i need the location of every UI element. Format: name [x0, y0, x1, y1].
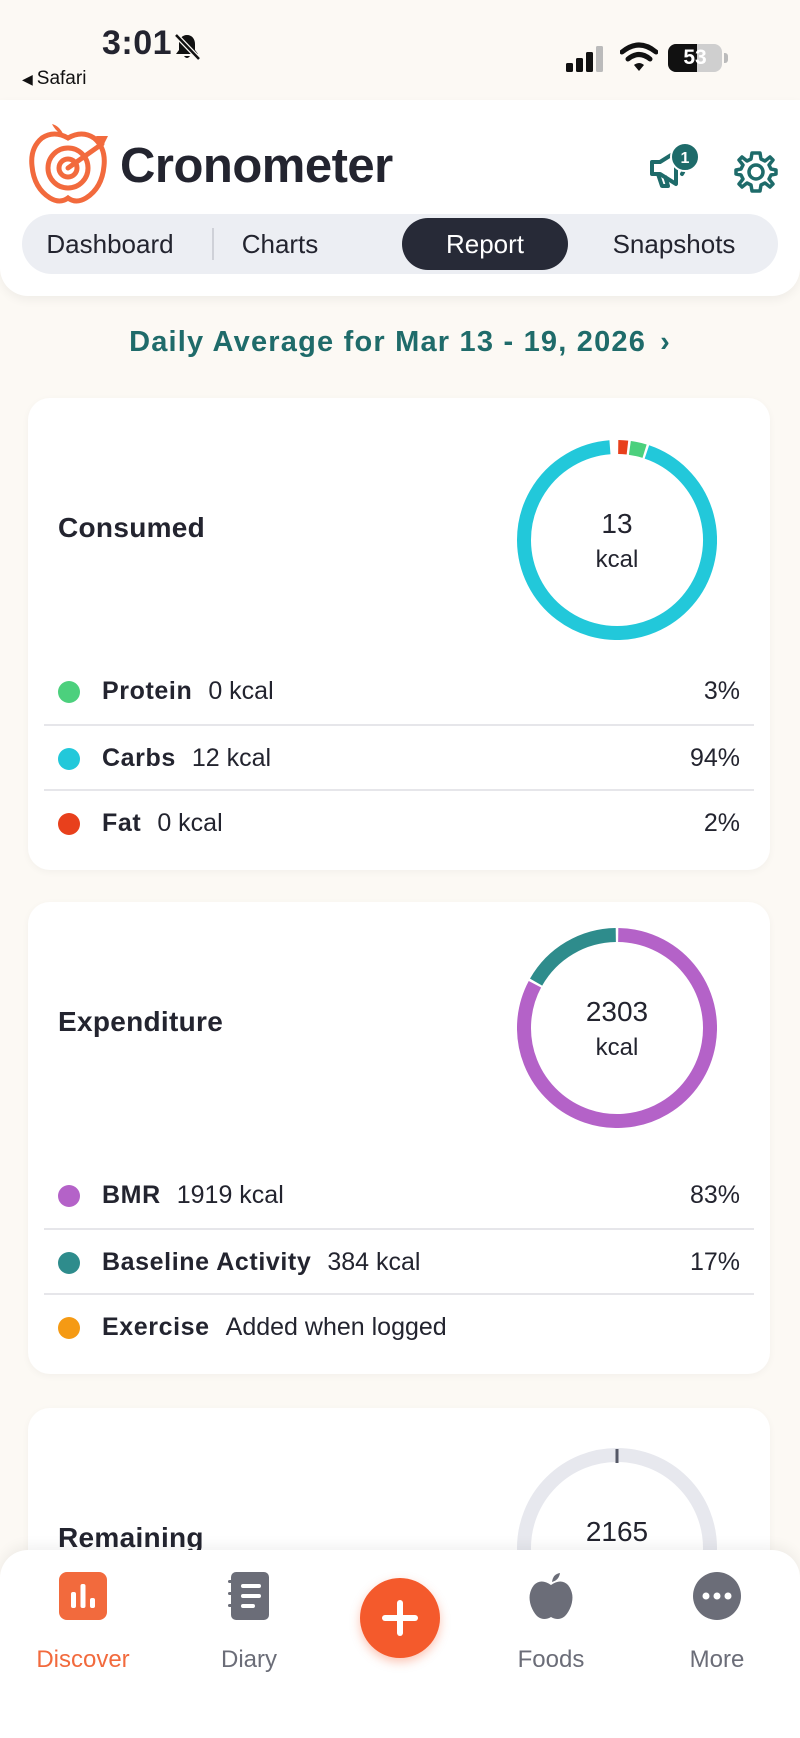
cellular-signal-icon — [566, 46, 603, 72]
expenditure-name: Exercise Added when logged — [102, 1313, 447, 1341]
brand-title: Cronometer — [120, 139, 393, 193]
back-triangle-icon: ◀ — [22, 71, 33, 87]
nav-discover[interactable]: Discover — [18, 1572, 148, 1692]
expenditure-row-baseline-activity: Baseline Activity 384 kcal 17% — [44, 1228, 754, 1294]
apple-icon — [529, 1573, 573, 1619]
consumed-unit: kcal — [595, 546, 639, 573]
battery-level-text: 53 — [683, 46, 707, 69]
donut-segment-protein — [628, 440, 647, 458]
nav-more-label: More — [689, 1646, 745, 1673]
cronometer-logo-icon — [29, 124, 108, 204]
bottom-navigation: Discover Diary Foods More — [0, 1550, 800, 1738]
macro-name: Carbs 12 kcal — [102, 744, 272, 772]
expenditure-amount: Added when logged — [225, 1313, 447, 1341]
expenditure-percent: 17% — [689, 1248, 740, 1276]
expenditure-amount: 384 kcal — [327, 1248, 421, 1276]
back-app-label: Safari — [36, 68, 87, 89]
macro-amount: 0 kcal — [208, 677, 274, 705]
tab-dashboard[interactable]: Dashboard — [46, 229, 174, 259]
consumed-title: Consumed — [58, 512, 206, 543]
expenditure-percent: 83% — [689, 1181, 740, 1209]
consumed-card[interactable]: Consumed 13 kcal Protein 0 kcal 3% Carbs 1… — [28, 398, 770, 870]
report-tabs: Dashboard Charts Report Snapshots — [22, 214, 778, 274]
expenditure-donut-chart — [517, 928, 717, 1128]
status-time: 3:01 — [102, 24, 173, 62]
macro-percent: 94% — [689, 744, 740, 772]
wifi-icon — [620, 42, 658, 71]
expenditure-name: BMR 1919 kcal — [102, 1181, 284, 1209]
macro-percent: 3% — [703, 677, 740, 705]
macro-row-protein: Protein 0 kcal 3% — [44, 659, 754, 725]
macro-name: Protein 0 kcal — [102, 677, 274, 705]
expenditure-title: Expenditure — [58, 1006, 224, 1037]
app-header: Cronometer 1 Dashboard Charts Report Sna… — [0, 100, 800, 296]
battery-body — [668, 44, 722, 72]
battery-indicator: 53 — [668, 44, 728, 72]
tab-divider — [212, 228, 214, 260]
back-to-app-link[interactable]: ◀ Safari — [22, 68, 86, 90]
bell-off-icon — [174, 33, 201, 61]
exercise-color-dot — [58, 1317, 80, 1339]
announcement-count-badge: 1 — [670, 142, 700, 172]
macro-amount: 0 kcal — [157, 809, 223, 837]
donut-segment-carbs — [517, 440, 717, 640]
donut-segment-fat — [618, 440, 629, 455]
bmr-color-dot — [58, 1185, 80, 1207]
notebook-icon — [228, 1572, 269, 1620]
settings-gear-icon[interactable] — [734, 150, 778, 194]
donut-segment-bmr — [517, 928, 717, 1128]
baseline-activity-color-dot — [58, 1252, 80, 1274]
carbs-color-dot — [58, 748, 80, 770]
nav-more[interactable]: More — [652, 1572, 782, 1692]
expenditure-unit: kcal — [595, 1034, 639, 1061]
tab-report[interactable]: Report — [402, 218, 568, 270]
expenditure-name: Baseline Activity 384 kcal — [102, 1248, 421, 1276]
nav-diary-label: Diary — [220, 1646, 277, 1673]
expenditure-amount: 1919 kcal — [176, 1181, 284, 1209]
macro-name: Fat 0 kcal — [102, 809, 223, 837]
expenditure-card[interactable]: Expenditure 2303 kcal BMR 1919 kcal 83% B… — [28, 902, 770, 1374]
protein-color-dot — [58, 681, 80, 703]
donut-segment-baseline-activity — [530, 928, 617, 986]
plus-icon-vertical — [397, 1600, 403, 1636]
nav-foods[interactable]: Foods — [486, 1572, 616, 1692]
remaining-total: 2165 — [585, 1516, 649, 1547]
consumed-donut-chart — [517, 440, 717, 640]
more-dots-icon — [693, 1572, 741, 1620]
chevron-right-icon: › — [660, 326, 671, 358]
battery-nub — [724, 53, 728, 63]
macro-percent: 2% — [703, 809, 740, 837]
status-bar: 3:01 ◀ Safari 53 — [0, 0, 800, 100]
expenditure-total: 2303 — [585, 996, 649, 1027]
remaining-title: Remaining — [58, 1522, 204, 1553]
tab-snapshots[interactable]: Snapshots — [612, 229, 736, 259]
macro-amount: 12 kcal — [191, 744, 272, 772]
macro-row-fat: Fat 0 kcal 2% — [44, 789, 754, 855]
fat-color-dot — [58, 813, 80, 835]
expenditure-row-exercise: Exercise Added when logged — [44, 1293, 754, 1359]
battery-fill — [668, 44, 697, 72]
nav-diary[interactable]: Diary — [184, 1572, 314, 1692]
date-range-selector[interactable]: Daily Average for Mar 13 - 19, 2026 › — [0, 326, 800, 359]
expenditure-row-bmr: BMR 1919 kcal 83% — [44, 1163, 754, 1229]
add-entry-button[interactable] — [360, 1578, 440, 1658]
macro-row-carbs: Carbs 12 kcal 94% — [44, 724, 754, 790]
consumed-total: 13 — [601, 508, 633, 539]
nav-discover-label: Discover — [36, 1646, 130, 1673]
tab-charts[interactable]: Charts — [241, 229, 319, 259]
bar-chart-icon — [59, 1572, 107, 1620]
nav-foods-label: Foods — [517, 1646, 585, 1673]
date-range-label: Daily Average for Mar 13 - 19, 2026 — [129, 326, 647, 358]
